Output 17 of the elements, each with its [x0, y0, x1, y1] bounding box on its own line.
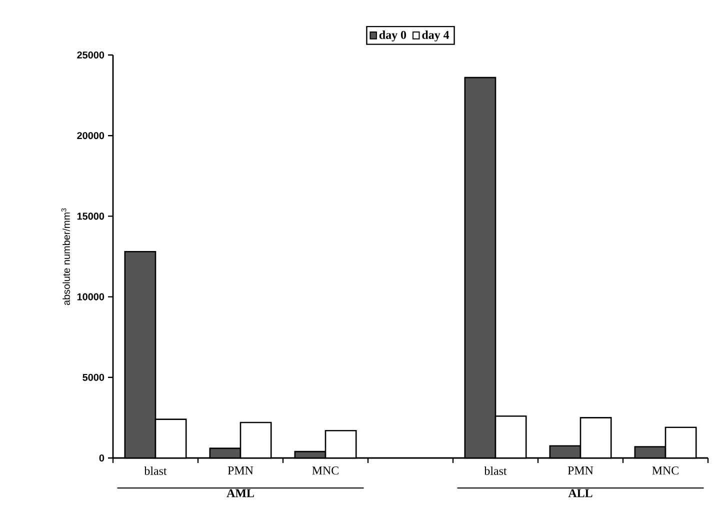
x-tick-label: PMN	[228, 466, 254, 474]
x-tick-label: blast	[484, 466, 507, 475]
text: AML	[226, 489, 254, 498]
legend-label: day 0	[379, 30, 406, 42]
y-tick-label: 0	[99, 454, 104, 462]
y-tick-label: 25000	[77, 51, 104, 59]
y-tick-label: 10000	[77, 293, 104, 300]
x-tick-label: MNC	[652, 466, 678, 475]
x-tick-label: blast	[144, 466, 167, 475]
y-axis-title: absolute number/mm$^{3}$	[61, 208, 70, 306]
y-tick-label: 5000	[82, 374, 104, 381]
x-tick-label: MNC	[312, 466, 338, 475]
y-tick-label: 20000	[77, 132, 104, 140]
x-tick-label: PMN	[568, 466, 594, 474]
legend-label: day 4	[422, 30, 450, 42]
y-tick-label: 15000	[77, 212, 104, 220]
text: ALL	[568, 489, 592, 498]
